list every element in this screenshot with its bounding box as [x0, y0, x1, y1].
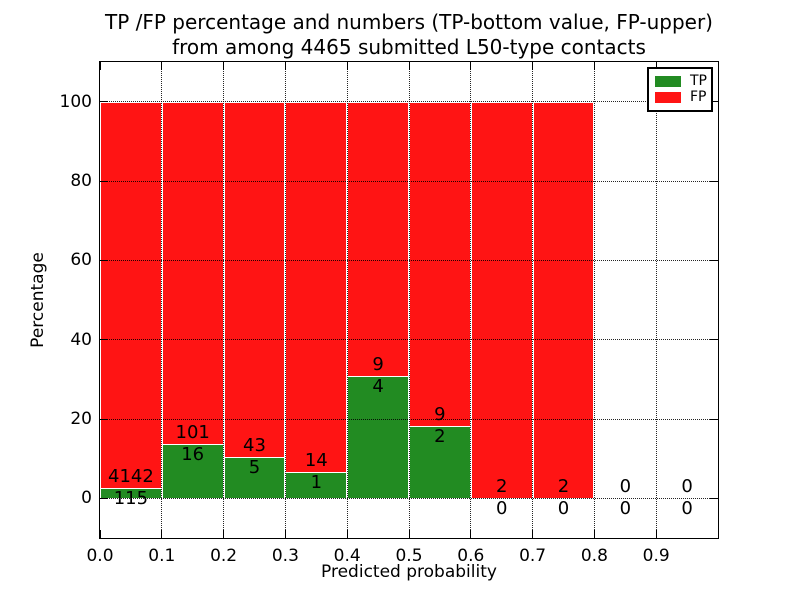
x-tick-label: 0.1 [148, 546, 176, 566]
gridline-vertical [655, 62, 657, 538]
gridline-vertical [532, 62, 534, 538]
bar-segment-fp [285, 101, 348, 472]
chart-title: TP /FP percentage and numbers (TP-bottom… [59, 10, 759, 60]
tp-count-label: 0 [557, 498, 570, 520]
fp-count-label: 43 [243, 435, 266, 456]
tp-count-label: 1 [310, 471, 323, 493]
x-tick-label: 0.2 [210, 546, 238, 566]
y-tick-mark [710, 497, 718, 499]
x-tick-label: 0.8 [580, 546, 608, 566]
x-tick-mark [223, 530, 225, 538]
tp-count-label: 115 [113, 487, 149, 509]
x-tick-mark [346, 530, 348, 538]
x-tick-label: 0.5 [395, 546, 423, 566]
x-tick-mark [593, 62, 595, 70]
x-tick-mark [284, 530, 286, 538]
x-tick-label: 0.9 [642, 546, 670, 566]
bar-segment-fp [161, 101, 224, 445]
fp-count-label: 2 [495, 476, 508, 498]
x-tick-mark [532, 62, 534, 70]
x-tick-mark [161, 62, 163, 70]
tp-count-label: 16 [181, 444, 205, 466]
y-tick-mark [100, 180, 108, 182]
bar-segment-fp [532, 101, 595, 499]
y-tick-mark [710, 339, 718, 341]
x-tick-label: 0.3 [271, 546, 299, 566]
gridline-vertical [408, 62, 410, 538]
x-tick-mark [470, 62, 472, 70]
x-tick-mark [655, 530, 657, 538]
x-tick-label: 0.4 [333, 546, 361, 566]
y-tick-label: 60 [70, 250, 92, 271]
fp-count-label: 14 [304, 449, 328, 471]
legend: TP FP [647, 67, 713, 112]
tp-count-label: 0 [495, 498, 508, 520]
x-tick-label: 0.7 [519, 546, 547, 566]
x-tick-mark [223, 62, 225, 70]
bar-segment-fp [100, 101, 162, 488]
x-axis-label: Predicted probability [321, 562, 497, 582]
fp-count-label: 0 [619, 476, 632, 498]
x-tick-mark [161, 530, 163, 538]
y-tick-mark [100, 101, 108, 103]
y-tick-mark [100, 339, 108, 341]
gridline-vertical [593, 62, 595, 538]
tp-count-label: 0 [681, 498, 693, 520]
legend-swatch-fp [655, 92, 681, 104]
gridline-vertical [470, 62, 472, 538]
bar-segment-fp [223, 101, 286, 457]
legend-row-tp: TP [655, 72, 707, 89]
y-tick-label: 40 [70, 329, 92, 350]
fp-count-label: 101 [175, 422, 210, 444]
y-tick-mark [100, 418, 108, 420]
tp-count-label: 2 [434, 426, 446, 448]
x-tick-mark [99, 530, 101, 538]
bar-segment-fp [409, 101, 471, 427]
y-tick-mark [710, 180, 718, 182]
fp-count-label: 9 [434, 404, 446, 426]
fp-count-label: 9 [372, 354, 384, 376]
x-tick-label: 0.6 [457, 546, 485, 566]
plot-area: 4142 115 101 16 43 5 14 1 9 4 9 2 2 0 2 0 0 0 0 0 [99, 61, 719, 539]
gridline-vertical [161, 62, 163, 538]
x-tick-mark [470, 530, 472, 538]
legend-label-fp: FP [690, 89, 707, 106]
x-tick-mark [346, 62, 348, 70]
fp-count-label: 4142 [108, 465, 154, 487]
legend-swatch-tp [655, 75, 681, 87]
chart-title-line1: TP /FP percentage and numbers (TP-bottom… [105, 10, 713, 34]
x-tick-label: 0.0 [86, 546, 114, 566]
tp-count-label: 5 [248, 457, 261, 478]
y-tick-label: 0 [81, 488, 92, 509]
y-tick-mark [100, 497, 108, 499]
y-tick-mark [710, 259, 718, 261]
y-tick-mark [710, 418, 718, 420]
x-tick-mark [99, 62, 101, 70]
chart-title-line2: from among 4465 submitted L50-type conta… [172, 35, 646, 59]
fp-count-label: 0 [681, 476, 693, 498]
y-tick-mark [100, 259, 108, 261]
tp-count-label: 0 [619, 498, 632, 520]
x-tick-mark [284, 62, 286, 70]
legend-row-fp: FP [655, 89, 707, 106]
y-tick-label: 100 [59, 91, 92, 112]
x-tick-mark [408, 62, 410, 70]
x-tick-mark [655, 62, 657, 70]
x-tick-mark [408, 530, 410, 538]
tp-count-label: 4 [372, 376, 384, 398]
bar-segment-fp [347, 101, 409, 377]
fp-count-label: 2 [557, 476, 570, 498]
y-tick-mark [710, 101, 718, 103]
y-tick-label: 80 [70, 171, 92, 191]
legend-label-tp: TP [690, 72, 707, 89]
gridline-vertical [284, 62, 286, 538]
bar-segment-fp [470, 101, 533, 499]
gridline-vertical [223, 62, 225, 538]
x-tick-mark [532, 530, 534, 538]
gridline-vertical [346, 62, 348, 538]
y-tick-label: 20 [70, 409, 92, 429]
x-tick-mark [593, 530, 595, 538]
